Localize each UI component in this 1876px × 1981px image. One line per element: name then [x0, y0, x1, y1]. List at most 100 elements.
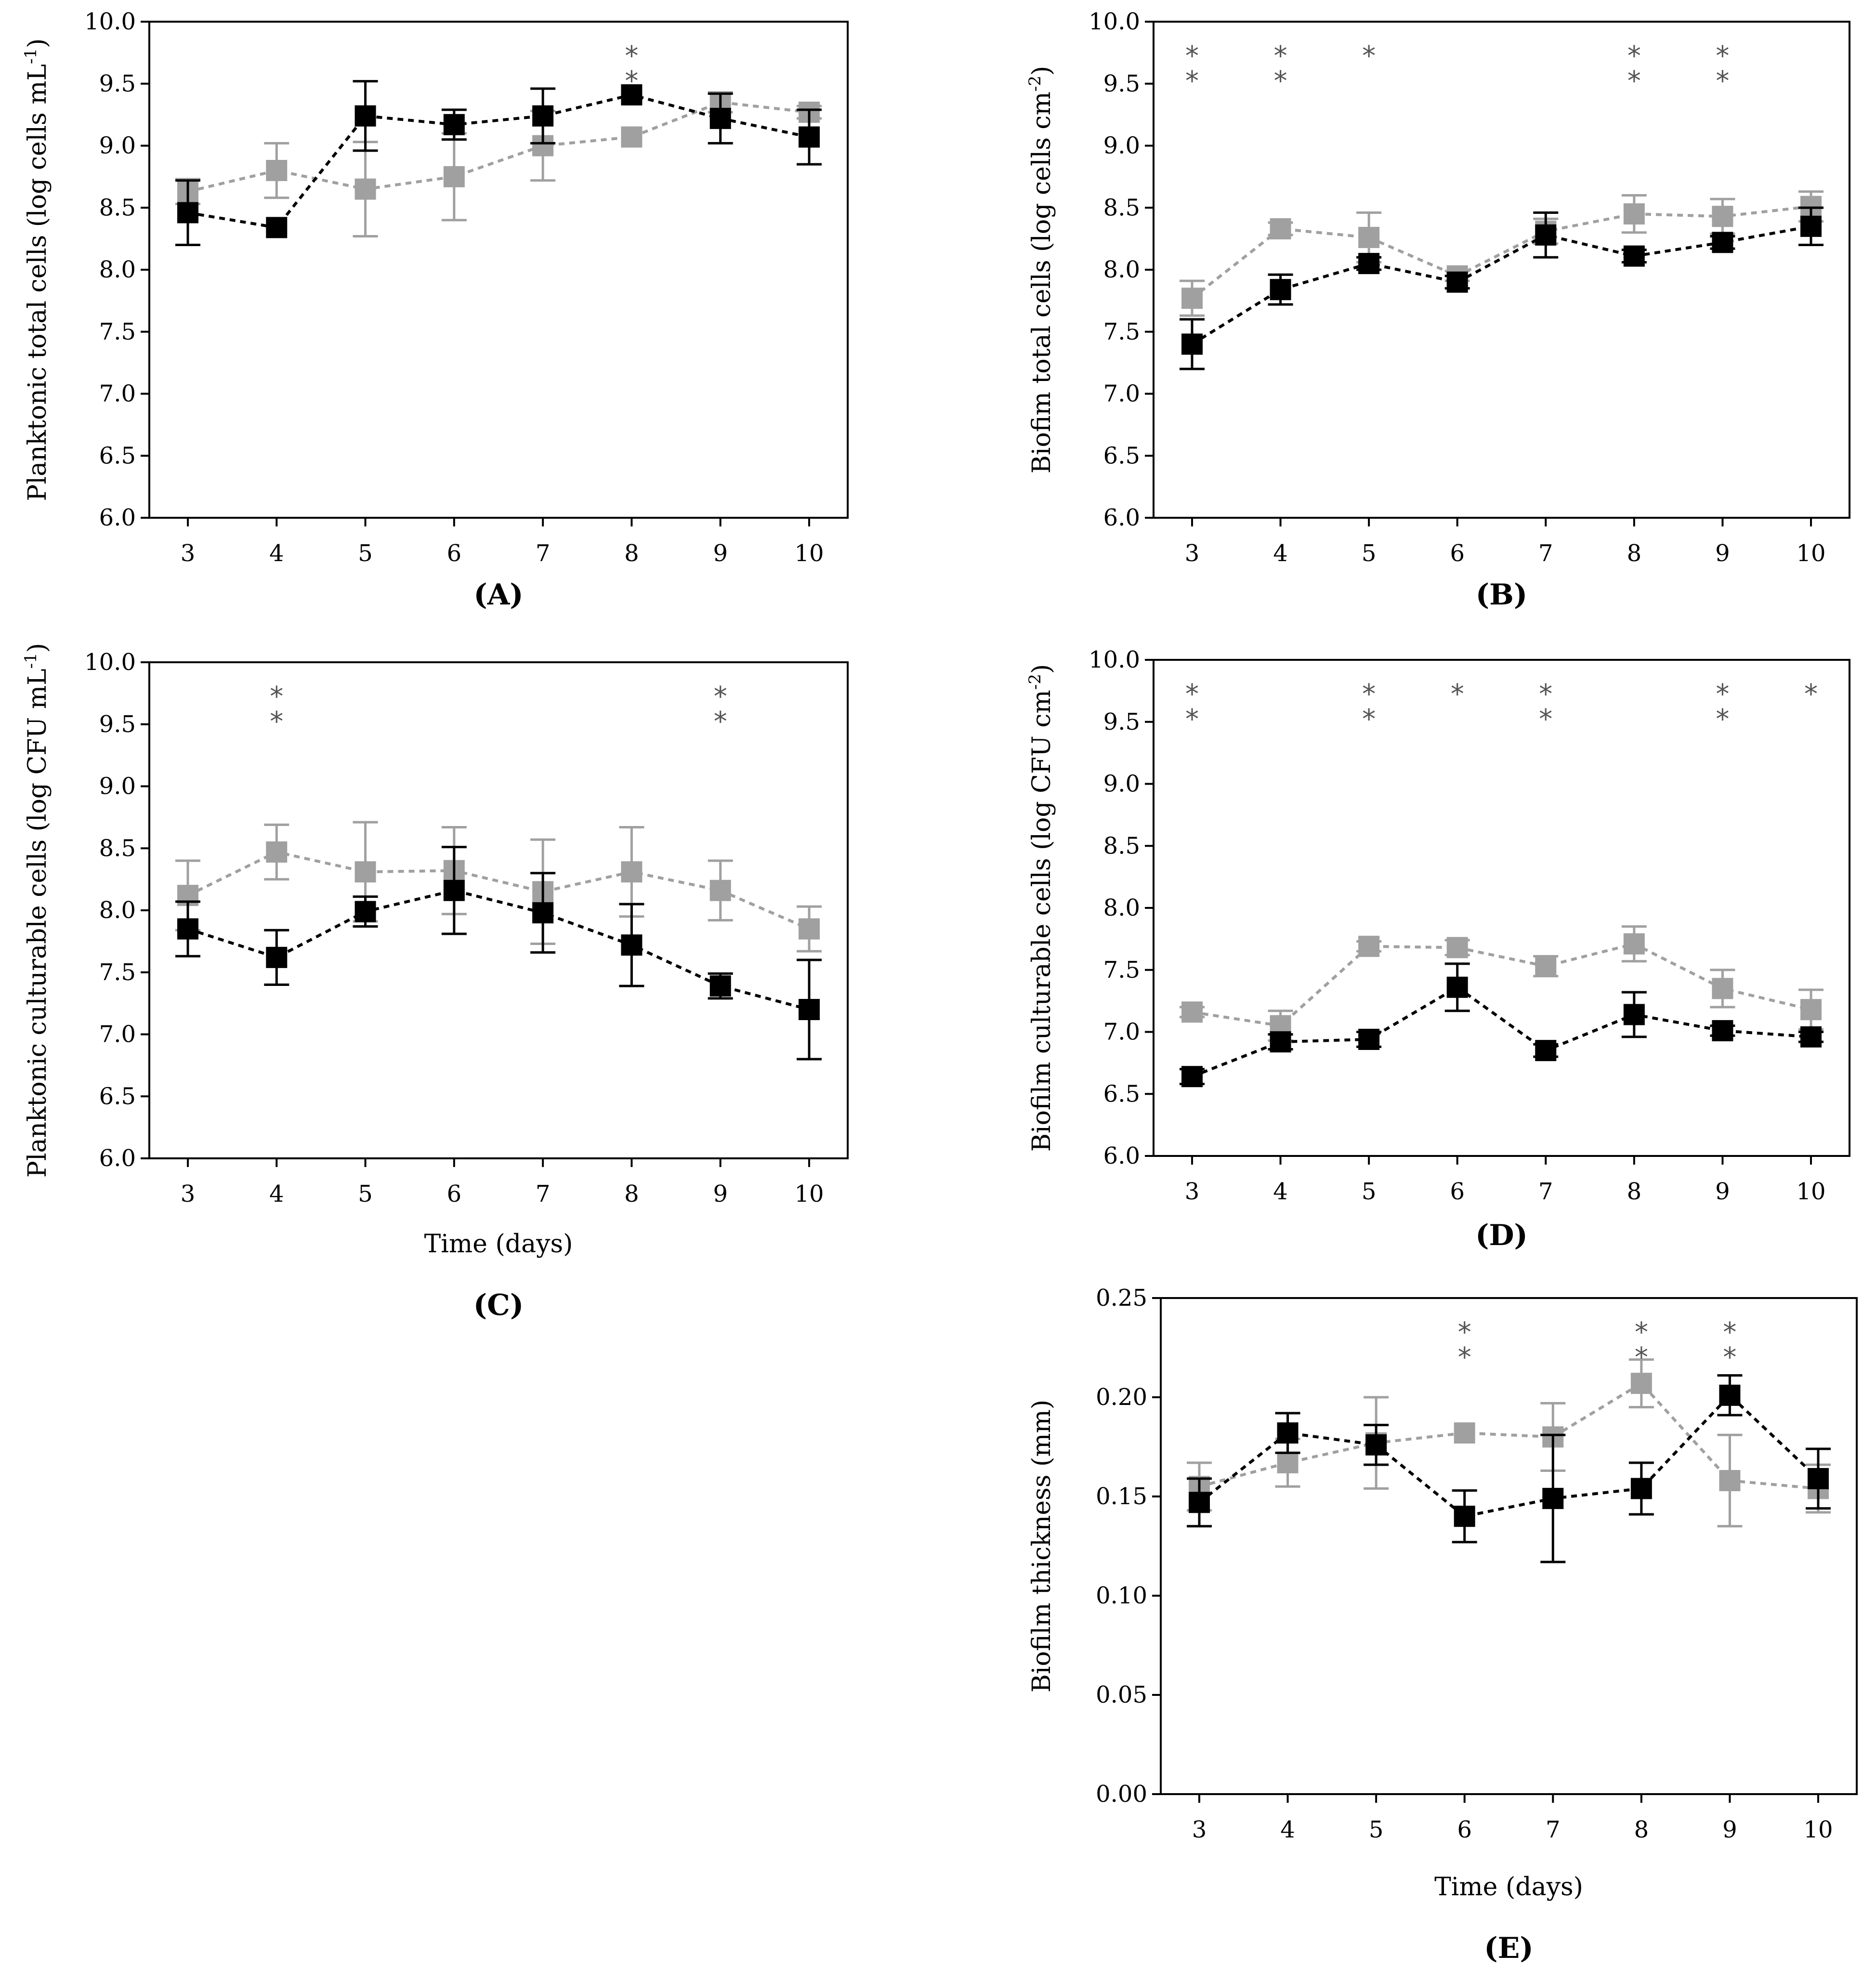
data-point — [621, 126, 643, 148]
x-axis-title: Time (days) — [1434, 1873, 1583, 1902]
x-tick-label: 6 — [1457, 1816, 1472, 1843]
x-tick-label: 3 — [181, 1181, 196, 1207]
y-tick-label: 8.5 — [99, 194, 136, 221]
x-tick-label: 6 — [447, 1181, 462, 1207]
y-tick-label: 9.5 — [99, 70, 136, 97]
significance-mark: * — [625, 40, 638, 72]
data-point — [1535, 224, 1557, 246]
significance-mark: * — [1627, 40, 1641, 72]
y-axis-title-text: Biofim total cells (log cells cm — [1027, 92, 1056, 473]
y-tick-label: 9.0 — [1103, 132, 1140, 159]
y-axis-title-text: Planktonic total cells (log cells mL — [23, 64, 52, 501]
x-tick-label: 4 — [1273, 540, 1288, 567]
significance-mark: * — [1716, 40, 1729, 72]
data-point — [1189, 1492, 1210, 1513]
y-tick-label: 7.5 — [1103, 957, 1140, 984]
y-tick-label: 9.0 — [99, 132, 136, 159]
y-tick-label: 6.5 — [99, 1083, 136, 1110]
plot-frame — [1160, 1297, 1858, 1795]
x-tick-label: 8 — [624, 1181, 639, 1207]
y-axis-title-exponent: -1 — [21, 653, 40, 669]
x-tick-label: 10 — [794, 540, 824, 567]
data-point — [266, 160, 288, 181]
y-axis-title: Biofilm thickness (mm) — [1027, 1400, 1056, 1692]
y-tick-label: 9.0 — [1103, 771, 1140, 798]
data-point — [443, 114, 465, 135]
y-tick-label: 7.0 — [99, 380, 136, 407]
data-point — [266, 841, 288, 863]
x-tick-label: 4 — [269, 540, 284, 567]
series-black — [1187, 1374, 1831, 1563]
x-tick-label: 3 — [181, 540, 196, 567]
data-point — [1712, 978, 1733, 999]
x-tick-label: 5 — [1362, 540, 1377, 567]
data-point — [709, 879, 731, 901]
x-tick-label: 3 — [1185, 1178, 1200, 1205]
x-tick-label: 9 — [713, 540, 728, 567]
x-tick-label: 7 — [1546, 1816, 1561, 1843]
y-axis-title-exponent: -2 — [1025, 76, 1045, 92]
series-line — [1192, 942, 1811, 1027]
y-axis-title-close: ) — [23, 643, 52, 653]
y-tick-label: 7.5 — [99, 959, 136, 986]
significance-mark: * — [1185, 679, 1199, 710]
y-tick-label: 0.00 — [1096, 1781, 1147, 1808]
significance-mark: * — [1635, 1342, 1648, 1373]
x-tick-label: 7 — [536, 540, 551, 567]
x-tick-label: 9 — [1715, 540, 1730, 567]
x-tick-label: 6 — [447, 540, 462, 567]
panel-d: 6.0 6.5 7.0 7.5 8.0 8.5 9.0 9.5 10.0 3 4 5 6 7 8 9 10 Bio… — [1025, 646, 1850, 1252]
y-tick-label: 6.0 — [99, 1145, 136, 1172]
y-tick-label: 6.0 — [1103, 1142, 1140, 1169]
data-point — [1712, 232, 1733, 253]
x-tick-label: 5 — [1362, 1178, 1377, 1205]
series-black — [175, 846, 822, 1061]
y-tick-label: 8.5 — [1103, 832, 1140, 859]
panel-label: (D) — [1475, 1219, 1528, 1252]
x-tick-label: 7 — [1538, 1178, 1553, 1205]
x-tick-label: 9 — [713, 1181, 728, 1207]
y-axis-title-close: ) — [1027, 66, 1056, 76]
data-point — [1623, 245, 1645, 267]
data-point — [1623, 933, 1645, 955]
y-axis-title-text: Planktonic culturable cells (log CFU mL — [23, 669, 52, 1178]
significance-mark: * — [1723, 1317, 1736, 1348]
data-point — [1446, 976, 1468, 998]
y-tick-label: 7.5 — [1103, 318, 1140, 345]
significance-mark: * — [1716, 679, 1729, 710]
x-tick-label: 9 — [1722, 1816, 1737, 1843]
data-point — [266, 217, 288, 238]
significance-mark: * — [1458, 1342, 1471, 1373]
data-point — [1446, 271, 1468, 293]
significance-mark: * — [1804, 679, 1818, 710]
plot-frame — [148, 661, 849, 1159]
data-point — [532, 105, 554, 127]
x-tick-label: 3 — [1192, 1816, 1207, 1843]
y-axis-title: Biofim total cells (log cells cm-2) — [1025, 66, 1056, 474]
x-tick-label: 8 — [1634, 1816, 1649, 1843]
data-point — [709, 107, 731, 129]
plot-frame — [1153, 659, 1850, 1157]
significance-mark: * — [1185, 66, 1199, 97]
y-tick-label: 9.0 — [99, 773, 136, 800]
data-point — [1800, 1026, 1822, 1048]
significance-mark: * — [1458, 1317, 1471, 1348]
plot-frame — [1153, 21, 1850, 519]
x-tick-label: 4 — [1280, 1816, 1295, 1843]
significance-mark: * — [1274, 66, 1287, 97]
significance-mark: * — [1362, 704, 1376, 735]
data-point — [1358, 935, 1380, 957]
y-axis-title-exponent: -2 — [1025, 674, 1045, 690]
x-tick-label: 4 — [1273, 1178, 1288, 1205]
series-gray — [175, 821, 822, 953]
x-tick-label: 5 — [1369, 1816, 1384, 1843]
series-line — [1198, 1393, 1820, 1518]
x-tick-label: 7 — [1538, 540, 1553, 567]
data-point — [621, 84, 643, 105]
y-tick-label: 0.15 — [1096, 1483, 1147, 1510]
data-point — [1535, 1040, 1557, 1062]
data-point — [1365, 1434, 1387, 1456]
data-point — [354, 105, 376, 127]
y-tick-label: 0.05 — [1096, 1681, 1147, 1708]
series-black — [1180, 206, 1824, 370]
